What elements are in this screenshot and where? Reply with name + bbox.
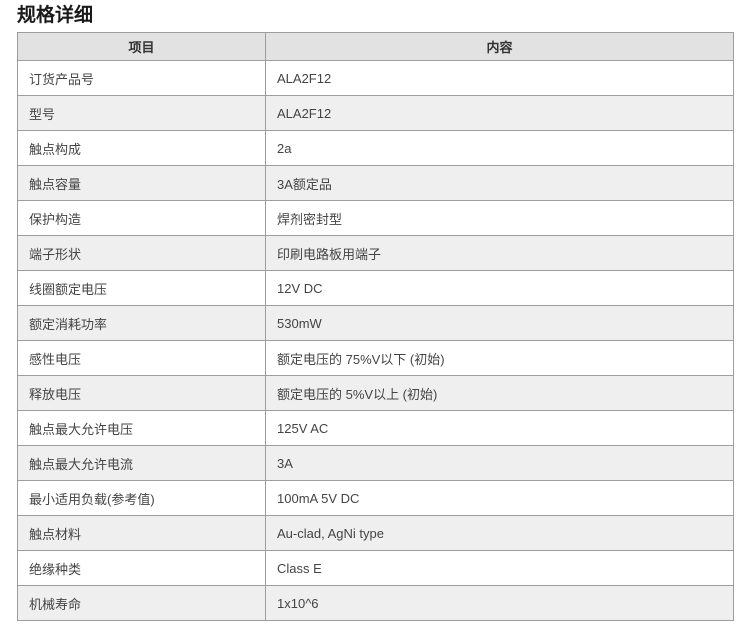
spec-content-cell: ALA2F12 (265, 95, 734, 131)
spec-item-cell: 触点最大允许电压 (17, 410, 266, 446)
spec-content-cell: 额定电压的 5%V以上 (初始) (265, 375, 734, 411)
spec-item-cell: 绝缘种类 (17, 550, 266, 586)
spec-content-cell: 1x10^6 (265, 585, 734, 621)
table-row: 触点构成 2a (17, 130, 734, 166)
spec-item-cell: 端子形状 (17, 235, 266, 271)
table-row: 保护构造 焊剂密封型 (17, 200, 734, 236)
spec-table-header: 项目 内容 (17, 32, 734, 61)
spec-item-cell: 感性电压 (17, 340, 266, 376)
table-row: 机械寿命 1x10^6 (17, 585, 734, 621)
spec-item-cell: 额定消耗功率 (17, 305, 266, 341)
table-row: 感性电压 额定电压的 75%V以下 (初始) (17, 340, 734, 376)
table-row: 绝缘种类 Class E (17, 550, 734, 586)
spec-content-cell: 3A额定品 (265, 165, 734, 201)
page-title: 规格详细 (17, 5, 94, 26)
spec-item-cell: 保护构造 (17, 200, 266, 236)
spec-item-cell: 最小适用负载(参考值) (17, 480, 266, 516)
spec-content-cell: Class E (265, 550, 734, 586)
spec-content-cell: 焊剂密封型 (265, 200, 734, 236)
spec-item-cell: 线圈额定电压 (17, 270, 266, 306)
spec-item-cell: 型号 (17, 95, 266, 131)
spec-content-cell: ALA2F12 (265, 60, 734, 96)
spec-content-cell: 2a (265, 130, 734, 166)
header-row: 项目 内容 (17, 32, 734, 61)
spec-content-cell: 530mW (265, 305, 734, 341)
spec-item-cell: 触点最大允许电流 (17, 445, 266, 481)
table-row: 触点最大允许电流 3A (17, 445, 734, 481)
table-row: 订货产品号 ALA2F12 (17, 60, 734, 96)
spec-item-cell: 触点构成 (17, 130, 266, 166)
column-header-content: 内容 (265, 32, 734, 61)
spec-item-cell: 释放电压 (17, 375, 266, 411)
spec-item-cell: 机械寿命 (17, 585, 266, 621)
column-header-item: 项目 (17, 32, 266, 61)
table-row: 型号 ALA2F12 (17, 95, 734, 131)
table-row: 线圈额定电压 12V DC (17, 270, 734, 306)
spec-item-cell: 触点材料 (17, 515, 266, 551)
spec-content-cell: 3A (265, 445, 734, 481)
spec-content-cell: 额定电压的 75%V以下 (初始) (265, 340, 734, 376)
spec-content-cell: Au-clad, AgNi type (265, 515, 734, 551)
spec-item-cell: 触点容量 (17, 165, 266, 201)
spec-content-cell: 125V AC (265, 410, 734, 446)
table-row: 最小适用负载(参考值) 100mA 5V DC (17, 480, 734, 516)
table-row: 额定消耗功率 530mW (17, 305, 734, 341)
spec-content-cell: 12V DC (265, 270, 734, 306)
table-row: 端子形状 印刷电路板用端子 (17, 235, 734, 271)
spec-content-cell: 100mA 5V DC (265, 480, 734, 516)
spec-table: 项目 内容 订货产品号 ALA2F12 型号 ALA2F12 触点构成 2a 触点容量 3A额… (17, 32, 734, 621)
table-row: 触点最大允许电压 125V AC (17, 410, 734, 446)
spec-content-cell: 印刷电路板用端子 (265, 235, 734, 271)
table-row: 触点材料 Au-clad, AgNi type (17, 515, 734, 551)
table-row: 触点容量 3A额定品 (17, 165, 734, 201)
table-row: 释放电压 额定电压的 5%V以上 (初始) (17, 375, 734, 411)
spec-table-body: 订货产品号 ALA2F12 型号 ALA2F12 触点构成 2a 触点容量 3A额定品 保护构造… (17, 60, 734, 621)
spec-item-cell: 订货产品号 (17, 60, 266, 96)
